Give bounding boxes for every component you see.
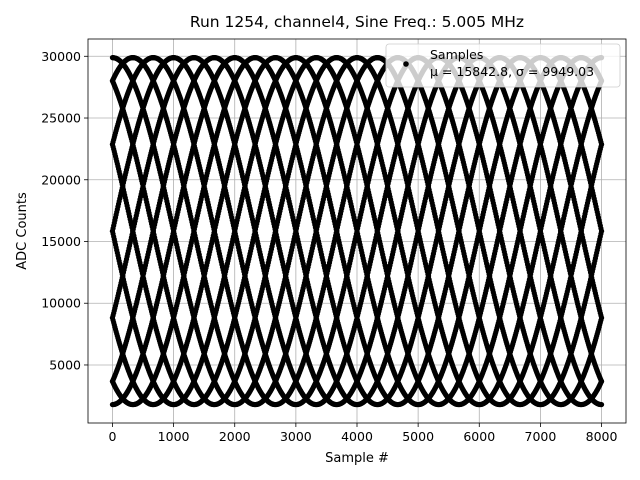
sample-point [598,141,605,147]
chart-title: Run 1254, channel4, Sine Freq.: 5.005 MH… [190,13,524,31]
